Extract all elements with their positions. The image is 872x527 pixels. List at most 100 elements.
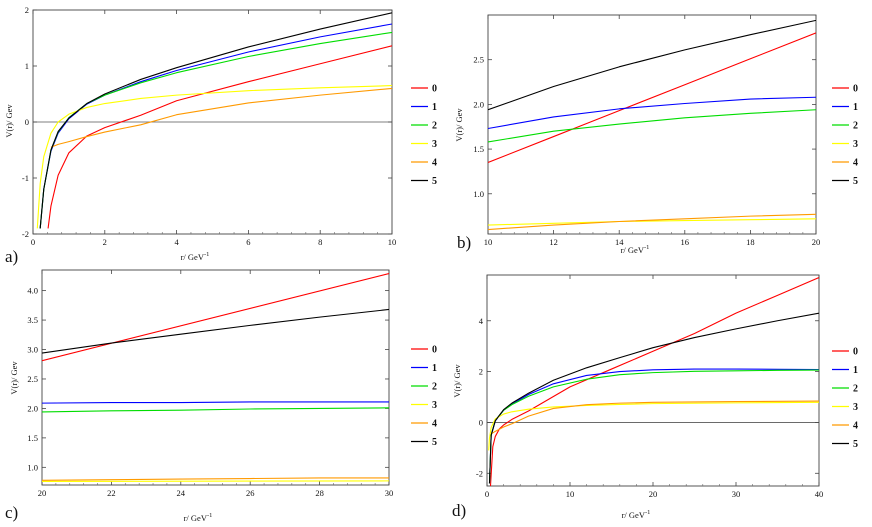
series-line-1 [488,368,819,484]
x-tick-label: 2 [103,237,107,247]
series-line-2 [42,407,389,413]
y-tick-label: 2.5 [473,55,484,65]
series-line-4 [490,400,819,435]
legend: 0 1 2 3 4 5 [411,84,437,187]
legend-label-5: 5 [853,439,858,450]
legend: 0 1 2 3 4 5 [832,84,858,187]
y-tick-label: 2.5 [27,374,38,384]
y-tick-label: 0 [479,417,483,427]
legend-label-0: 0 [853,347,858,358]
y-tick-label: 1.0 [27,462,38,472]
x-tick-label: 20 [812,237,821,247]
plot-frame [41,269,390,486]
series-line-2 [39,31,392,229]
legend-label-3: 3 [853,139,858,150]
y-tick-label: -2 [476,468,483,478]
legend-label-5: 5 [432,437,437,448]
x-axis-label: r/ GeV-1 [622,509,651,520]
series-line-5 [42,308,389,354]
x-axis-label: r/ GeV-1 [184,512,213,523]
x-tick-label: 16 [681,237,690,247]
x-tick-label: 10 [484,237,493,247]
legend-label-3: 3 [432,139,437,150]
y-axis-label: V(r)/ Gev [454,108,464,142]
legend-label-2: 2 [432,121,437,132]
legend-label-0: 0 [432,84,437,95]
panel-c: 20 22 24 26 28 301.01.52.02.53.03.54.0r/ GeV-… [5,269,437,523]
legend-label-0: 0 [432,345,437,356]
y-axis-label: V(r)/ Gev [452,364,462,398]
x-tick-label: 8 [318,237,322,247]
series-line-3 [488,218,816,226]
legend-label-3: 3 [432,400,437,411]
x-tick-label: 4 [174,237,179,247]
y-tick-label: 2 [25,5,29,15]
x-tick-label: 30 [732,489,741,499]
x-axis-label: r/ GeV-1 [621,244,650,255]
y-tick-label: 4 [479,316,484,326]
x-tick-label: 18 [746,237,755,247]
x-tick-label: 10 [388,237,397,247]
y-tick-label: 1.0 [473,189,484,199]
series-line-3 [36,85,392,229]
series-line-0 [47,45,392,229]
y-tick-label: 3.0 [27,345,38,355]
legend-label-1: 1 [432,102,437,113]
series-line-4 [488,213,816,231]
x-tick-label: 10 [566,489,575,499]
y-tick-label: 3.5 [27,315,38,325]
series-group [488,277,819,486]
series-line-1 [488,96,816,130]
x-tick-label: 6 [246,237,250,247]
series-group [42,272,389,483]
plot-frame [486,274,820,487]
y-tick-label: 1.5 [473,144,484,154]
x-tick-label: 14 [615,237,624,247]
x-tick-label: 30 [385,488,394,498]
y-tick-label: 4.0 [27,286,38,296]
series-line-1 [42,401,389,404]
y-tick-label: 1 [25,61,29,71]
legend-label-4: 4 [853,421,858,432]
series-line-0 [42,272,389,362]
panel-d: 0 10 20 30 40 -2 0 2 4 r/ GeV-1 V(r)/ Gev d) 0 1 2 3 4 5 [452,274,858,520]
legend-label-5: 5 [853,176,858,187]
legend-label-1: 1 [853,102,858,113]
series-line-4 [42,477,389,481]
panel-label: a) [5,247,18,266]
x-tick-label: 24 [177,488,186,498]
legend-label-4: 4 [432,419,437,430]
x-tick-label: 22 [107,488,116,498]
plot-frame [487,14,817,235]
legend-label-4: 4 [853,158,858,169]
legend: 0 1 2 3 4 5 [832,347,858,450]
series-group [36,12,392,229]
panel-label: c) [5,503,18,522]
panel-label: b) [457,233,471,252]
x-tick-label: 20 [38,488,47,498]
panel-a: 0 2 4 6 8 10 -2 -1 0 1 2 r/ GeV-1 V(r)/ Gev a) 0 1 2 3 4 5 [4,5,437,266]
legend-label-0: 0 [853,84,858,95]
legend-label-2: 2 [432,382,437,393]
y-axis-label: V(r)/ Gev [4,104,14,138]
legend-label-3: 3 [853,402,858,413]
series-line-2 [488,109,816,143]
series-line-4 [50,87,392,148]
series-line-5 [488,19,816,111]
series-line-3 [42,480,389,483]
series-line-5 [488,312,819,484]
series-line-3 [488,401,819,451]
x-tick-label: 0 [485,489,489,499]
x-tick-label: 20 [649,489,658,499]
y-tick-label: 2.0 [27,403,38,413]
x-tick-label: 40 [815,489,824,499]
series-group [488,19,816,231]
panel-b: 10 12 14 16 18 201.01.52.02.5r/ GeV-1V(r)/ Ge… [454,14,858,255]
panel-label: d) [452,501,466,520]
x-tick-label: 26 [246,488,255,498]
legend-label-2: 2 [853,384,858,395]
series-line-0 [488,32,816,164]
x-tick-label: 12 [549,237,558,247]
legend-label-5: 5 [432,176,437,187]
